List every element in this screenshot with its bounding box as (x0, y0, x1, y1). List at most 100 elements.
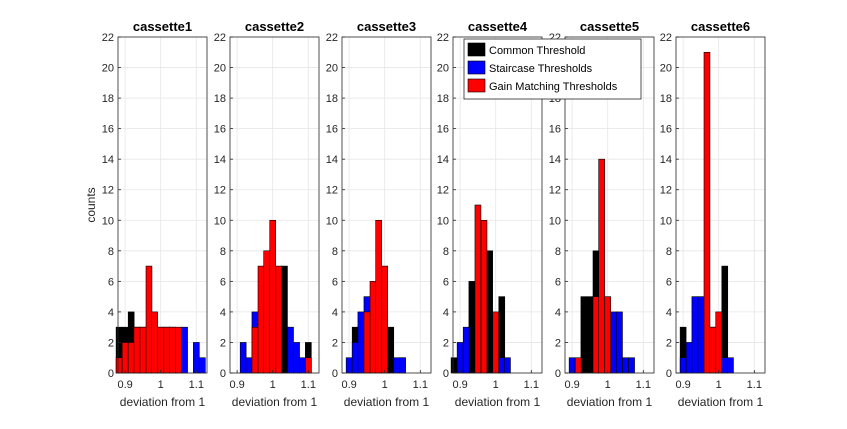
bar-staircase-thresholds (351, 342, 359, 374)
bar-gain-matching-thresholds (251, 326, 259, 374)
y-tick-label: 4 (332, 307, 338, 319)
y-tick-label: 14 (102, 154, 114, 166)
bar-common-threshold (721, 265, 729, 374)
y-tick-label: 12 (214, 185, 226, 197)
y-tick-label: 10 (102, 215, 114, 227)
bar-gain-matching-thresholds (592, 296, 600, 374)
y-tick-label: 16 (326, 124, 338, 136)
legend-label: Staircase Thresholds (489, 63, 593, 75)
y-axis-label: counts (84, 187, 98, 222)
y-tick-label: 22 (437, 32, 449, 44)
bar-common-threshold (450, 357, 458, 374)
x-axis-label: deviation from 1 (567, 395, 653, 409)
y-tick-label: 6 (443, 276, 449, 288)
y-tick-label: 2 (443, 337, 449, 349)
bar-staircase-thresholds (697, 296, 705, 374)
x-axis-label: deviation from 1 (120, 395, 206, 409)
axes-box-2 (229, 36, 320, 374)
y-tick-label: 14 (437, 154, 449, 166)
bar-staircase-thresholds (721, 357, 729, 374)
bar-gain-matching-thresholds (175, 326, 182, 374)
y-tick-label: 18 (437, 93, 449, 105)
bar-staircase-thresholds (622, 357, 629, 374)
bar-staircase-thresholds (616, 311, 623, 374)
bar-common-threshold (281, 265, 288, 374)
y-tick-label: 18 (102, 93, 114, 105)
x-tick-label: 1 (493, 379, 499, 391)
bar-staircase-thresholds (628, 357, 635, 374)
y-tick-label: 12 (660, 185, 672, 197)
y-tick-label: 0 (332, 368, 338, 380)
x-tick-label: 1 (270, 379, 276, 391)
axes-box-3 (341, 36, 432, 374)
y-tick-label: 4 (443, 307, 449, 319)
bar-gain-matching-thresholds (133, 326, 141, 374)
x-tick-label: 0.9 (564, 379, 579, 391)
y-tick-label: 18 (214, 93, 226, 105)
y-tick-label: 0 (555, 368, 561, 380)
bar-staircase-thresholds (462, 326, 470, 374)
legend-swatch-staircase-thresholds (467, 60, 486, 75)
bar-gain-matching-thresholds (163, 326, 171, 374)
legend-label: Common Threshold (489, 45, 585, 57)
axes-box-1 (117, 36, 208, 374)
bar-gain-matching-thresholds (269, 219, 276, 374)
y-tick-label: 6 (332, 276, 338, 288)
bar-common-threshold (586, 296, 594, 374)
axes-box-6 (675, 36, 766, 374)
y-tick-label: 22 (102, 32, 114, 44)
bar-gain-matching-thresholds (145, 265, 153, 374)
bar-staircase-thresholds (199, 357, 206, 374)
y-tick-label: 18 (326, 93, 338, 105)
legend-swatch-common-threshold (467, 42, 486, 57)
x-axis-label: deviation from 1 (232, 395, 318, 409)
bar-gain-matching-thresholds (604, 296, 611, 374)
y-tick-label: 6 (555, 276, 561, 288)
y-tick-label: 6 (220, 276, 226, 288)
y-tick-label: 8 (555, 246, 561, 258)
legend-label: Gain Matching Thresholds (489, 81, 618, 93)
y-tick-label: 4 (108, 307, 114, 319)
bar-staircase-thresholds (691, 296, 699, 374)
y-tick-label: 4 (666, 307, 672, 319)
bar-common-threshold (468, 281, 476, 374)
bar-staircase-thresholds (685, 342, 693, 374)
x-tick-label: 0.9 (117, 379, 132, 391)
bar-gain-matching-thresholds (574, 357, 582, 374)
x-tick-label: 1.1 (413, 379, 428, 391)
y-tick-label: 14 (660, 154, 672, 166)
y-tick-label: 0 (108, 368, 114, 380)
y-tick-label: 6 (666, 276, 672, 288)
y-tick-label: 20 (326, 63, 338, 75)
y-tick-label: 14 (326, 154, 338, 166)
bar-staircase-thresholds (193, 342, 200, 374)
y-tick-label: 22 (660, 32, 672, 44)
y-tick-label: 12 (437, 185, 449, 197)
y-tick-label: 4 (220, 307, 226, 319)
y-tick-label: 14 (549, 154, 561, 166)
y-tick-label: 10 (214, 215, 226, 227)
y-tick-label: 0 (666, 368, 672, 380)
y-tick-label: 10 (326, 215, 338, 227)
bar-staircase-thresholds (357, 311, 365, 374)
x-axis-label: deviation from 1 (344, 395, 430, 409)
y-tick-label: 16 (214, 124, 226, 136)
y-tick-label: 20 (660, 63, 672, 75)
bar-gain-matching-thresholds (169, 326, 176, 374)
y-tick-label: 14 (214, 154, 226, 166)
bar-common-threshold (580, 296, 588, 374)
y-tick-label: 2 (666, 337, 672, 349)
x-axis-label: deviation from 1 (455, 395, 541, 409)
bar-staircase-thresholds (610, 311, 618, 374)
x-tick-label: 1 (382, 379, 388, 391)
x-tick-label: 1.1 (189, 379, 204, 391)
y-tick-label: 10 (660, 215, 672, 227)
bar-staircase-thresholds (239, 342, 247, 374)
bar-staircase-thresholds (298, 357, 306, 374)
x-tick-label: 1.1 (747, 379, 762, 391)
bar-gain-matching-thresholds (492, 311, 499, 374)
y-tick-label: 2 (332, 337, 338, 349)
bar-staircase-thresholds (293, 342, 300, 374)
